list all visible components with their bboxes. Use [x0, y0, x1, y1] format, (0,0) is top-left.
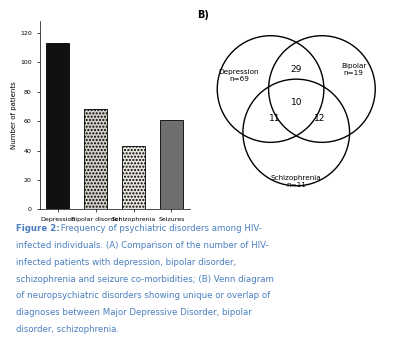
Bar [84, 109, 107, 209]
Text: Bipolar
n=19: Bipolar n=19 [341, 63, 366, 76]
Text: B): B) [198, 10, 209, 20]
Text: Frequency of psychiatric disorders among HIV-: Frequency of psychiatric disorders among… [58, 224, 262, 233]
Text: 29: 29 [291, 65, 302, 74]
Text: infected individuals. (A) Comparison of the number of HIV-: infected individuals. (A) Comparison of … [16, 240, 269, 250]
Text: of neuropsychiatric disorders showing unique or overlap of: of neuropsychiatric disorders showing un… [16, 291, 270, 300]
Text: 12: 12 [314, 114, 325, 123]
Bar [122, 146, 145, 209]
Text: 10: 10 [290, 98, 302, 107]
Text: disorder, schizophrenia.: disorder, schizophrenia. [16, 325, 119, 334]
Y-axis label: Number of patients: Number of patients [11, 81, 17, 149]
Text: Figure 2:: Figure 2: [16, 224, 60, 233]
Text: Depression
n=69: Depression n=69 [219, 69, 259, 82]
Bar [46, 43, 69, 209]
Text: diagnoses between Major Depressive Disorder, bipolar: diagnoses between Major Depressive Disor… [16, 309, 252, 318]
Text: 11: 11 [269, 114, 280, 123]
Text: Schizophrenia
n=11: Schizophrenia n=11 [271, 175, 322, 188]
Text: infected patients with depression, bipolar disorder,: infected patients with depression, bipol… [16, 258, 236, 267]
Bar [160, 120, 183, 209]
Text: schizophrenia and seizure co-morbidities; (B) Venn diagram: schizophrenia and seizure co-morbidities… [16, 275, 274, 283]
